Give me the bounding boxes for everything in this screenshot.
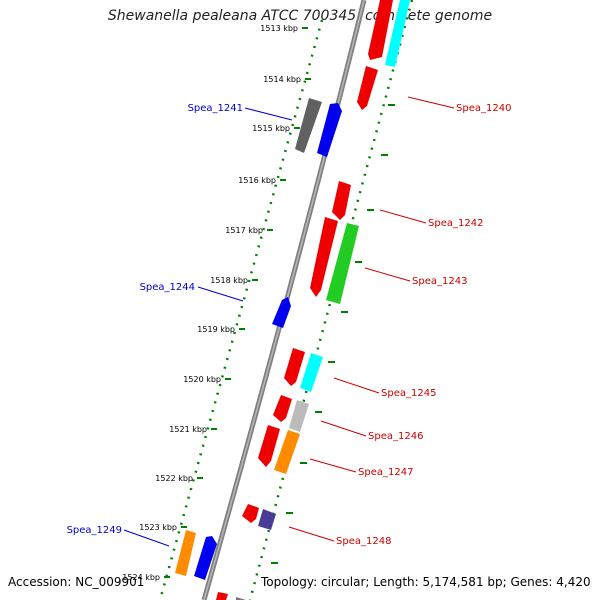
tick-label: 1518 kbp xyxy=(210,276,248,285)
gene-spea-1243[interactable] xyxy=(310,217,338,297)
gene-spea-1246-gray[interactable] xyxy=(289,400,309,432)
gene-leader-line xyxy=(197,286,244,302)
accession-text: Accession: NC_009901 xyxy=(8,575,145,589)
gene-label-spea-1247[interactable]: Spea_1247 xyxy=(358,467,413,478)
gene-spea-1242[interactable] xyxy=(332,181,351,220)
gene-spea-1245-cyan[interactable] xyxy=(300,353,323,392)
gene-leader-line xyxy=(309,458,357,473)
gene-spea-1247-orange[interactable] xyxy=(274,430,300,474)
gene-label-spea-1246[interactable]: Spea_1246 xyxy=(368,431,423,442)
gene-bottom-partial-gray xyxy=(236,597,246,600)
gene-spea-1247[interactable] xyxy=(258,425,280,467)
gene-leader-line xyxy=(379,209,427,224)
tick-label: 1513 kbp xyxy=(260,24,298,33)
gene-leader-line xyxy=(244,107,293,121)
gene-group xyxy=(175,0,410,600)
gene-label-spea-1244[interactable]: Spea_1244 xyxy=(140,282,195,293)
gene-spea-1240-top[interactable] xyxy=(368,0,393,60)
gene-label-spea-1248[interactable]: Spea_1248 xyxy=(336,536,391,547)
tick-label: 1517 kbp xyxy=(225,226,263,235)
gene-spea-1249[interactable] xyxy=(194,536,217,580)
tick-label: 1520 kbp xyxy=(183,375,221,384)
gene-label-spea-1242[interactable]: Spea_1242 xyxy=(428,218,483,229)
gene-leader-line xyxy=(320,420,367,437)
gene-leader-line xyxy=(333,377,380,394)
gene-spea-1246[interactable] xyxy=(273,395,292,422)
tick-label: 1514 kbp xyxy=(263,75,301,84)
gene-label-spea-1249[interactable]: Spea_1249 xyxy=(67,525,122,536)
gene-spea-1244[interactable] xyxy=(272,297,291,328)
tick-label: 1521 kbp xyxy=(169,425,207,434)
outer-dotted-track xyxy=(158,19,324,600)
gene-spea-1243-green[interactable] xyxy=(326,223,359,304)
gene-leader-line xyxy=(364,267,411,282)
tick-label-group: 1513 kbp 1514 kbp 1515 kbp 1516 kbp 1517 kbp… xyxy=(122,24,301,582)
gene-spea-1241[interactable] xyxy=(317,103,342,157)
tick-group xyxy=(164,27,395,578)
gene-spea-1240-cyan[interactable] xyxy=(385,0,410,67)
gene-spea-1248-purple[interactable] xyxy=(258,509,276,530)
gene-spea-1248[interactable] xyxy=(242,504,259,523)
tick-label: 1523 kbp xyxy=(139,523,177,532)
tick-label: 1524 kbp xyxy=(122,573,160,582)
gene-label-spea-1240[interactable]: Spea_1240 xyxy=(456,103,511,114)
gene-spea-1249-orange[interactable] xyxy=(175,530,196,576)
tick-label: 1519 kbp xyxy=(197,325,235,334)
gene-spea-1240[interactable] xyxy=(357,66,378,110)
gene-leader-line xyxy=(407,96,455,109)
genome-backbone-highlight xyxy=(203,0,365,600)
gene-spea-1241-gray[interactable] xyxy=(295,98,322,153)
tick-label: 1522 kbp xyxy=(155,474,193,483)
tick-label: 1516 kbp xyxy=(238,176,276,185)
gene-leader-line xyxy=(123,529,170,547)
gene-spea-1245[interactable] xyxy=(284,348,305,386)
tick-label: 1515 kbp xyxy=(252,124,290,133)
gene-label-spea-1245[interactable]: Spea_1245 xyxy=(381,388,436,399)
gene-label-spea-1241[interactable]: Spea_1241 xyxy=(188,103,243,114)
gene-leader-line xyxy=(288,526,335,542)
gene-bottom-partial xyxy=(216,592,228,600)
gene-label-group: Spea_1241 Spea_1244 Spea_1249 Spea_1240 Spea… xyxy=(67,96,511,547)
topology-text: Topology: circular; Length: 5,174,581 bp… xyxy=(261,575,591,589)
gene-label-spea-1243[interactable]: Spea_1243 xyxy=(412,276,467,287)
